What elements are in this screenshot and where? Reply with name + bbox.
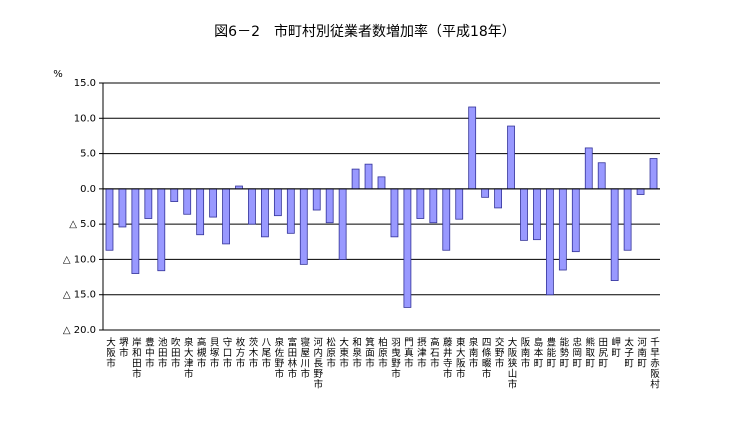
x-tick-label: 寝屋川市 (298, 336, 310, 379)
bar (325, 188, 334, 224)
y-tick-label: △ 10.0 (63, 254, 96, 265)
x-tick-label: 和泉市 (350, 337, 362, 369)
bar (183, 188, 192, 215)
x-tick-label: 河南町 (635, 336, 647, 368)
x-tick-label: 藤井寺市 (441, 336, 453, 379)
x-tick-label: 箕面市 (363, 336, 375, 368)
bar (429, 188, 438, 224)
bar (390, 188, 399, 238)
x-tick-label: 摂津市 (415, 336, 427, 368)
bar (261, 188, 269, 238)
bar (377, 176, 386, 190)
x-tick-label: 太子町 (622, 336, 634, 368)
y-tick-label: 0.0 (80, 184, 96, 195)
x-tick-label: 泉大津市 (182, 336, 194, 379)
x-tick-label: 能勢町 (557, 336, 569, 368)
chart-title: 図6－2 市町村別従業者数増加率（平成18年） (214, 23, 516, 40)
bar (157, 188, 166, 272)
bar (118, 188, 127, 228)
bar (403, 188, 412, 308)
x-tick-label: 熊取町 (583, 336, 595, 368)
bar (273, 188, 282, 217)
x-tick-label: 島本町 (531, 336, 543, 368)
x-tick-label: 河内長野市 (311, 336, 323, 389)
y-tick-label: 15.0 (74, 78, 96, 89)
x-tick-label: 松原市 (324, 336, 336, 368)
bar (558, 188, 567, 271)
x-tick-label: 堺市 (117, 336, 129, 358)
x-tick-label: 泉南市 (467, 336, 479, 368)
bar (312, 188, 321, 211)
y-tick-label: △ 15.0 (63, 290, 96, 301)
x-tick-label: 茨木市 (246, 336, 258, 368)
x-tick-label: 四條畷市 (480, 337, 492, 379)
bar (468, 106, 477, 190)
x-tick-label: 八尾市 (259, 337, 271, 369)
x-tick-label: 東大阪市 (454, 336, 466, 379)
y-tick-label: 5.0 (80, 149, 96, 160)
bar (209, 188, 218, 218)
x-tick-label: 柏原市 (376, 336, 388, 368)
bar (222, 188, 230, 245)
x-tick-label: 羽曳野市 (389, 337, 401, 379)
bar (610, 188, 619, 282)
x-tick-label: 高槻市 (195, 336, 207, 368)
bar (170, 188, 179, 202)
x-tick-label: 吹田市 (169, 336, 181, 368)
bar (571, 188, 580, 253)
x-tick-label: 千早赤阪村 (648, 337, 660, 390)
bar (144, 188, 153, 219)
x-tick-label: 岬町 (609, 337, 621, 358)
bar (364, 163, 373, 190)
bar (131, 188, 140, 274)
x-tick-label: 高石市 (428, 336, 440, 368)
x-tick-label: 池田市 (156, 336, 168, 368)
x-tick-label: 貝塚市 (208, 337, 220, 369)
x-tick-label: 守口市 (221, 336, 233, 368)
bar (533, 188, 541, 241)
x-tick-label: 交野市 (493, 336, 505, 368)
bar (105, 188, 114, 251)
x-tick-label: 大阪狭山市 (506, 336, 518, 389)
bar (416, 188, 425, 219)
bar (597, 162, 606, 190)
bar (584, 147, 593, 190)
x-tick-label: 豊中市 (143, 336, 155, 368)
bar (494, 188, 502, 209)
x-tick-label: 大東市 (337, 336, 349, 368)
bar (248, 188, 256, 225)
bar (520, 188, 528, 241)
y-tick-label: △ 5.0 (69, 219, 96, 230)
bar (338, 188, 347, 260)
x-tick-label: 忠岡町 (570, 337, 582, 369)
bar (442, 188, 451, 251)
x-tick-label: 田尻町 (596, 337, 608, 369)
x-tick-label: 富田林市 (285, 336, 297, 379)
x-tick-label: 阪南市 (518, 337, 530, 369)
bar (649, 158, 658, 190)
y-tick-label: △ 20.0 (63, 325, 96, 336)
bar (351, 168, 360, 190)
x-tick-label: 豊能町 (544, 336, 556, 368)
bar (299, 188, 308, 265)
x-tick-label: 岸和田市 (130, 337, 142, 379)
bar (455, 188, 464, 220)
y-tick-label: 10.0 (74, 113, 96, 124)
x-tick-label: 門真市 (402, 337, 414, 369)
x-tick-label: 大阪市 (104, 336, 116, 368)
bar (623, 188, 632, 251)
y-axis-label: % (53, 69, 63, 80)
bar (507, 125, 515, 190)
bar (286, 188, 295, 234)
bar (545, 188, 554, 296)
x-tick-label: 枚方市 (234, 336, 246, 368)
bar (636, 188, 645, 195)
bar (196, 188, 205, 236)
x-tick-label: 泉佐野市 (272, 336, 284, 379)
bar (481, 188, 490, 198)
